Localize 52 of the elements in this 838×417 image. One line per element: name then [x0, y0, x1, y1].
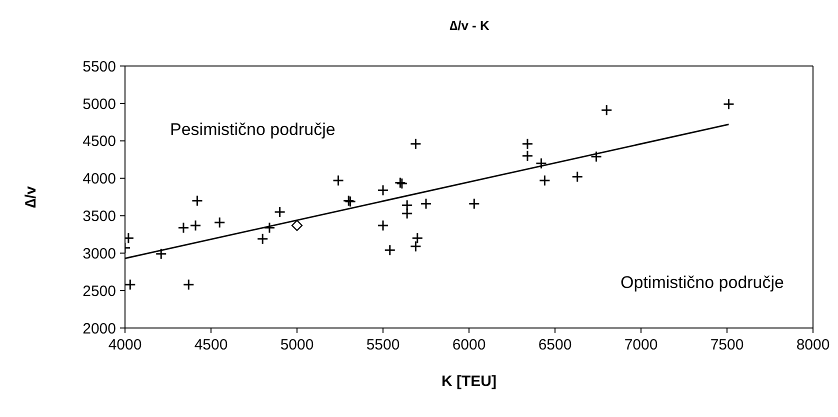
- y-tick-label: 4000: [82, 170, 116, 188]
- y-tick-label: 4500: [82, 133, 116, 150]
- y-tick-label: 2500: [82, 282, 116, 300]
- x-tick-label: 5500: [366, 336, 400, 354]
- point: [420, 198, 432, 210]
- chart-title: ∆/v - K: [450, 18, 490, 33]
- point: [384, 244, 396, 256]
- x-tick-label: 7000: [624, 336, 658, 354]
- point: [538, 174, 550, 186]
- x-tick-label: 6000: [452, 336, 486, 354]
- x-tick-label: 4000: [108, 336, 142, 354]
- point: [155, 248, 167, 260]
- point: [191, 194, 203, 206]
- point: [274, 206, 286, 218]
- point: [572, 171, 584, 183]
- point: [410, 138, 422, 150]
- annotation: Pesimistično područje: [170, 120, 336, 139]
- point: [410, 240, 422, 252]
- point: [182, 278, 194, 290]
- y-tick-label: 3000: [82, 245, 116, 262]
- point: [600, 104, 612, 116]
- point: [214, 216, 226, 228]
- y-tick-label: 5000: [82, 96, 116, 113]
- point: [125, 278, 136, 290]
- x-tick-label: 8000: [796, 336, 830, 354]
- x-tick-label: 5000: [280, 336, 314, 354]
- annotation: Optimistično područje: [620, 273, 784, 292]
- point: [401, 199, 413, 211]
- y-tick-label: 2000: [82, 320, 116, 338]
- point: [401, 208, 413, 220]
- point: [332, 174, 344, 186]
- point: [256, 233, 268, 245]
- point: [722, 98, 734, 110]
- point: [522, 138, 534, 150]
- y-tick-label: 3500: [82, 208, 116, 226]
- point: [468, 198, 480, 210]
- point: [590, 150, 602, 162]
- point: [264, 222, 276, 234]
- point: [377, 220, 389, 232]
- x-tick-label: 6500: [538, 336, 572, 354]
- point: [535, 158, 547, 170]
- x-tick-label: 4500: [194, 336, 228, 354]
- point: [190, 220, 202, 232]
- x-axis-title: K [TEU]: [442, 373, 496, 390]
- point: [377, 184, 389, 196]
- point: [522, 150, 534, 162]
- y-axis-title: ∆/v: [22, 186, 40, 208]
- point: [178, 222, 190, 234]
- x-tick-label: 7500: [710, 336, 744, 354]
- y-tick-label: 5500: [82, 58, 116, 76]
- point: [291, 220, 303, 232]
- point: [412, 232, 424, 244]
